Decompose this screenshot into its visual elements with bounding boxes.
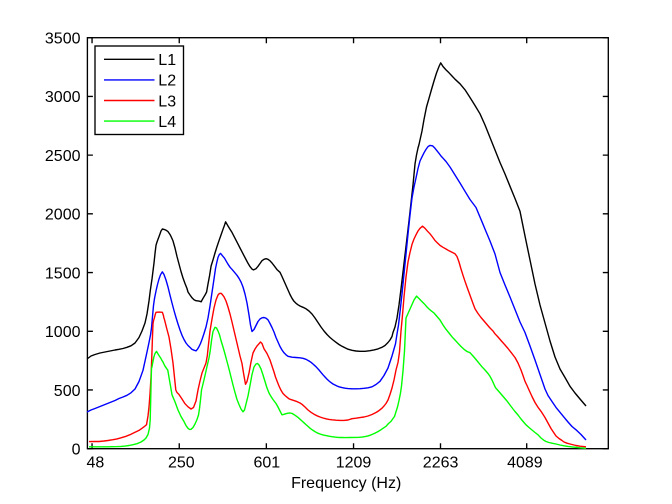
svg-text:L1: L1 — [158, 52, 176, 69]
svg-text:Frequency (Hz): Frequency (Hz) — [291, 475, 401, 492]
svg-text:0: 0 — [72, 442, 81, 459]
svg-text:250: 250 — [168, 455, 195, 472]
svg-text:1000: 1000 — [45, 324, 81, 341]
svg-text:2263: 2263 — [423, 455, 459, 472]
svg-text:L4: L4 — [158, 114, 176, 131]
svg-text:3000: 3000 — [45, 89, 81, 106]
svg-text:2000: 2000 — [45, 207, 81, 224]
svg-text:500: 500 — [54, 383, 81, 400]
svg-text:1500: 1500 — [45, 265, 81, 282]
svg-text:601: 601 — [253, 455, 280, 472]
svg-text:4089: 4089 — [507, 455, 543, 472]
svg-text:L3: L3 — [158, 93, 176, 110]
svg-text:2500: 2500 — [45, 148, 81, 165]
svg-text:1209: 1209 — [336, 455, 372, 472]
svg-text:L2: L2 — [158, 73, 176, 90]
svg-text:48: 48 — [87, 455, 105, 472]
svg-text:3500: 3500 — [45, 31, 81, 48]
